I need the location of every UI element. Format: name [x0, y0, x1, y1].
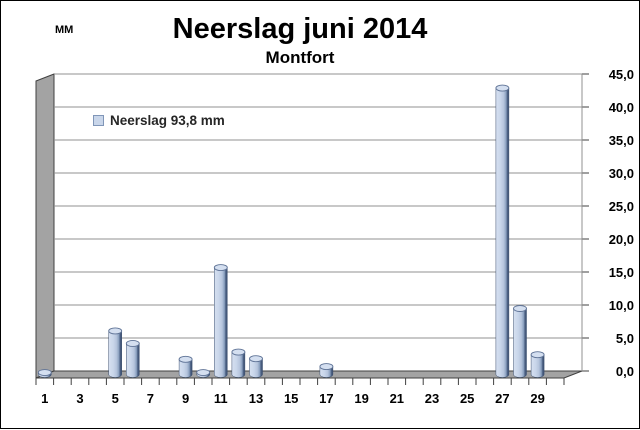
x-axis-label: 9: [182, 391, 189, 406]
x-axis-label: 25: [460, 391, 474, 406]
x-axis-label: 23: [425, 391, 439, 406]
legend-label: Neerslag 93,8 mm: [110, 113, 225, 128]
left-wall-3d: [35, 73, 55, 379]
y-axis-unit-label: MM: [55, 24, 74, 36]
x-axis-label: 3: [76, 391, 83, 406]
y-axis-label: 45,0: [609, 67, 634, 82]
y-axis-label: 35,0: [609, 133, 634, 148]
x-axis-label: 29: [530, 391, 544, 406]
bar-day-10: [196, 369, 211, 378]
x-axis-label: 17: [319, 391, 333, 406]
bar-day-1: [37, 369, 52, 378]
x-axis-label: 21: [390, 391, 404, 406]
chart-title: Neerslag juni 2014: [172, 13, 428, 45]
y-axis-label: 40,0: [609, 100, 634, 115]
bar-day-11: [213, 264, 228, 378]
x-axis-label: 7: [147, 391, 154, 406]
y-axis-label: 25,0: [609, 199, 634, 214]
x-axis-label: 13: [249, 391, 263, 406]
bar-day-5: [108, 327, 123, 378]
y-axis-label: 0,0: [616, 364, 634, 379]
legend-swatch-icon: [93, 115, 104, 126]
bar-day-13: [249, 355, 263, 378]
x-axis-label: 15: [284, 391, 298, 406]
x-axis-label: 5: [112, 391, 119, 406]
bar-day-17: [319, 363, 334, 378]
chart-subtitle: Montfort: [265, 48, 335, 67]
legend: Neerslag 93,8 mm: [93, 113, 225, 128]
x-axis-label: 11: [214, 391, 228, 406]
y-axis-label: 15,0: [609, 265, 634, 280]
y-axis-label: 30,0: [609, 166, 634, 181]
x-axis-label: 1: [41, 391, 48, 406]
bar-day-27: [495, 84, 510, 378]
bar-day-12: [231, 348, 246, 378]
y-axis-label: 20,0: [609, 232, 634, 247]
bar-day-9: [178, 355, 193, 378]
bar-day-29: [530, 351, 545, 378]
bar-day-28: [513, 305, 527, 378]
x-axis-label: 27: [495, 391, 509, 406]
x-axis-label: 19: [354, 391, 368, 406]
y-axis-label: 10,0: [609, 298, 634, 313]
y-axis-label: 5,0: [616, 331, 634, 346]
bar-day-6: [125, 340, 140, 378]
